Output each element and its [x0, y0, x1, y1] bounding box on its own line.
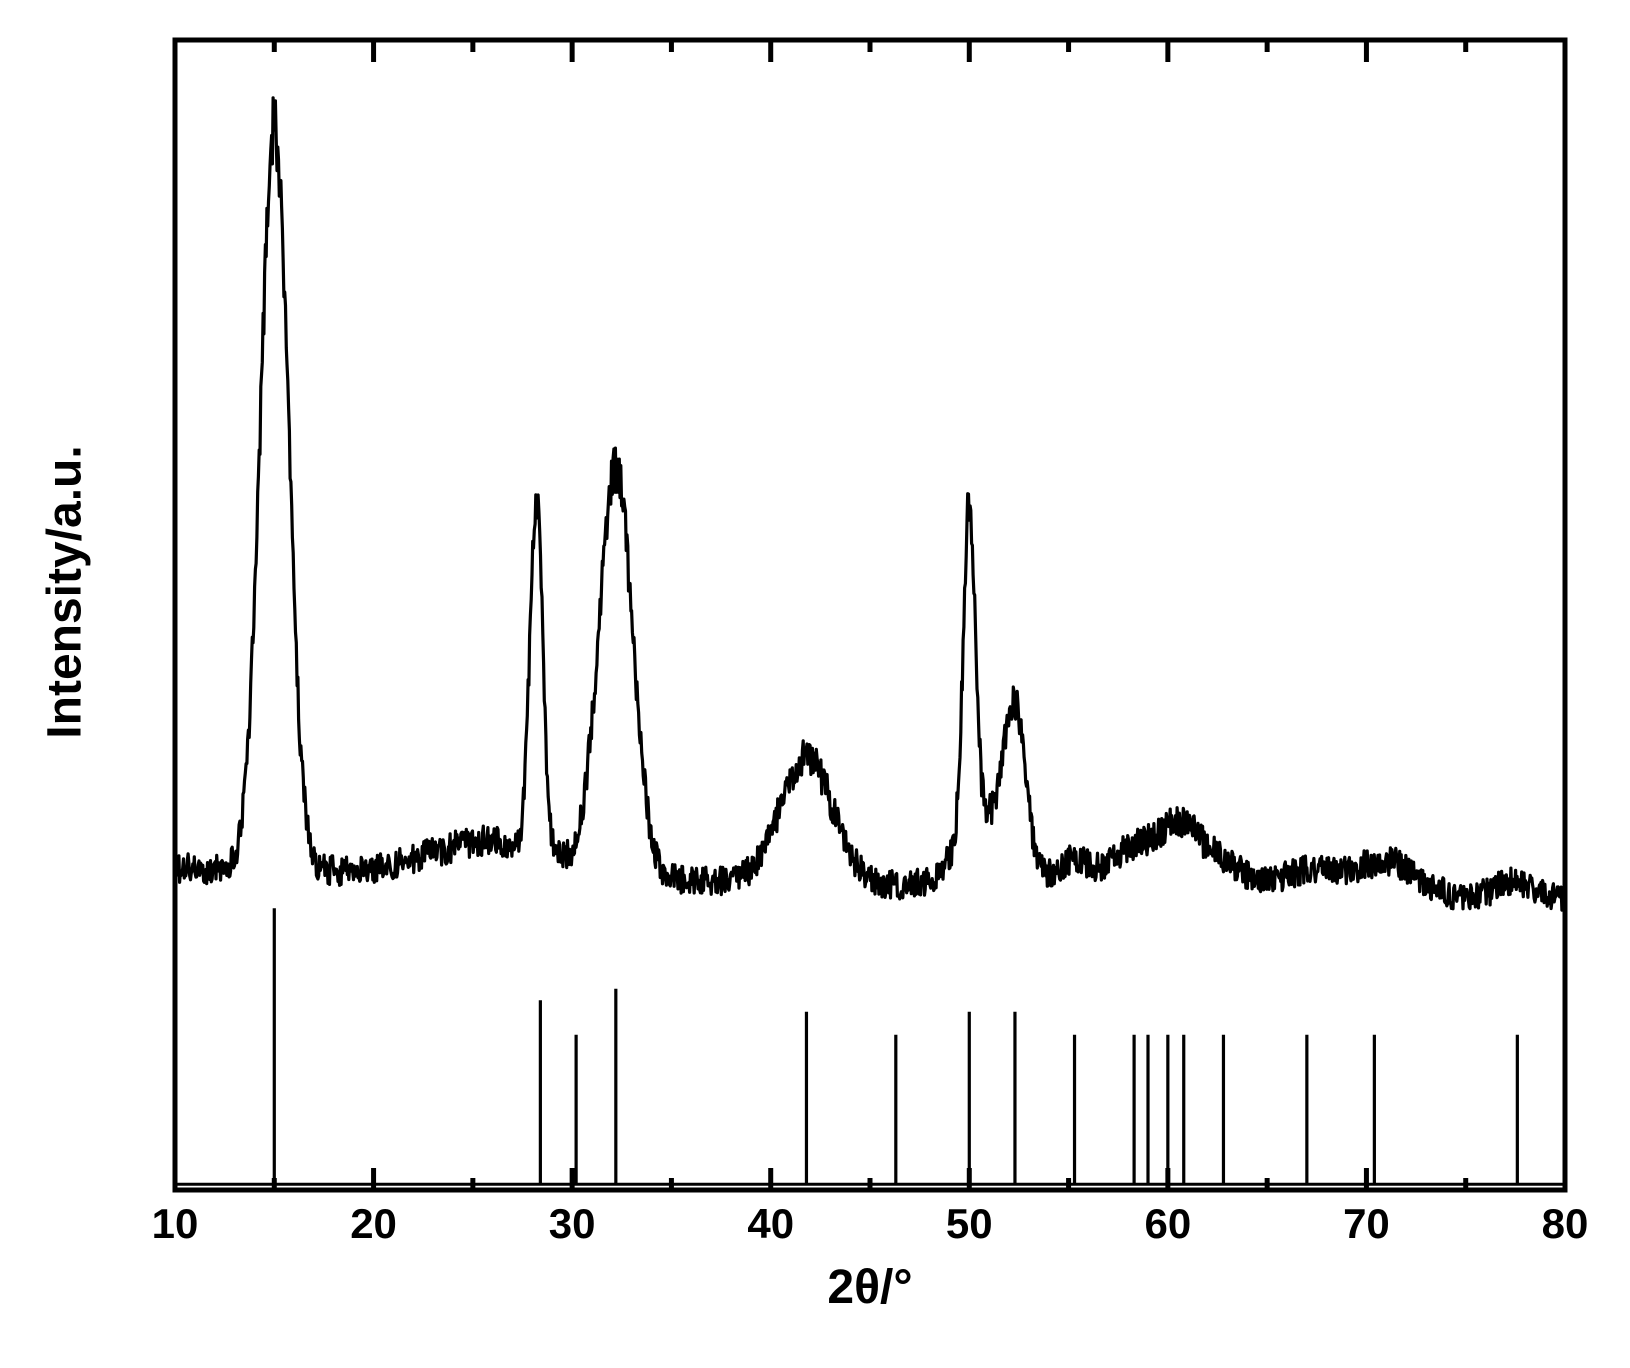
x-axis-label: 2θ/° — [827, 1260, 912, 1315]
x-tick-label: 10 — [152, 1200, 199, 1248]
x-tick-label: 50 — [946, 1200, 993, 1248]
chart-canvas — [0, 0, 1630, 1363]
y-axis-label: Intensity/a.u. — [38, 445, 93, 738]
x-tick-label: 30 — [549, 1200, 596, 1248]
x-tick-label: 60 — [1144, 1200, 1191, 1248]
x-tick-label: 80 — [1542, 1200, 1589, 1248]
xrd-chart: Intensity/a.u. 2θ/° 10 20 30 40 50 60 70 80 — [0, 0, 1630, 1363]
x-tick-label: 40 — [747, 1200, 794, 1248]
x-tick-label: 70 — [1343, 1200, 1390, 1248]
x-tick-label: 20 — [350, 1200, 397, 1248]
